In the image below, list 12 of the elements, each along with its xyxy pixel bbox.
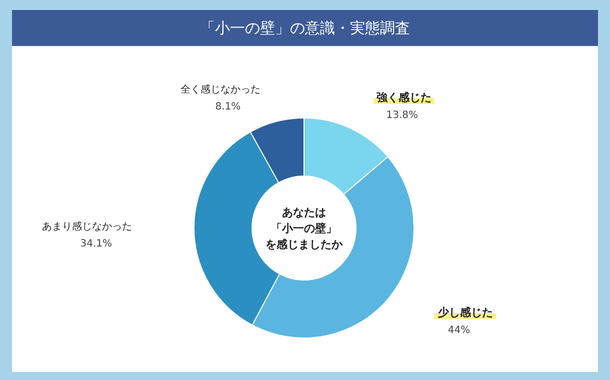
- text: を感じましたか: [266, 238, 344, 251]
- slice-label: 少し感じた: [436, 306, 493, 319]
- data-label: 44%: [448, 324, 470, 336]
- slice-label: 全く感じなかった: [180, 84, 261, 96]
- text: 「小一の壁」: [271, 222, 337, 235]
- text: あなたは: [282, 206, 326, 219]
- data-label: 13.8%: [386, 110, 418, 121]
- chart-title: 「小一の壁」の意識・実態調査: [200, 19, 410, 37]
- slice-label: あまり感じなかった: [42, 220, 132, 232]
- data-label: 8.1%: [215, 102, 241, 113]
- slice-label: 強く感じた: [376, 90, 432, 104]
- data-label: 34.1%: [80, 238, 112, 250]
